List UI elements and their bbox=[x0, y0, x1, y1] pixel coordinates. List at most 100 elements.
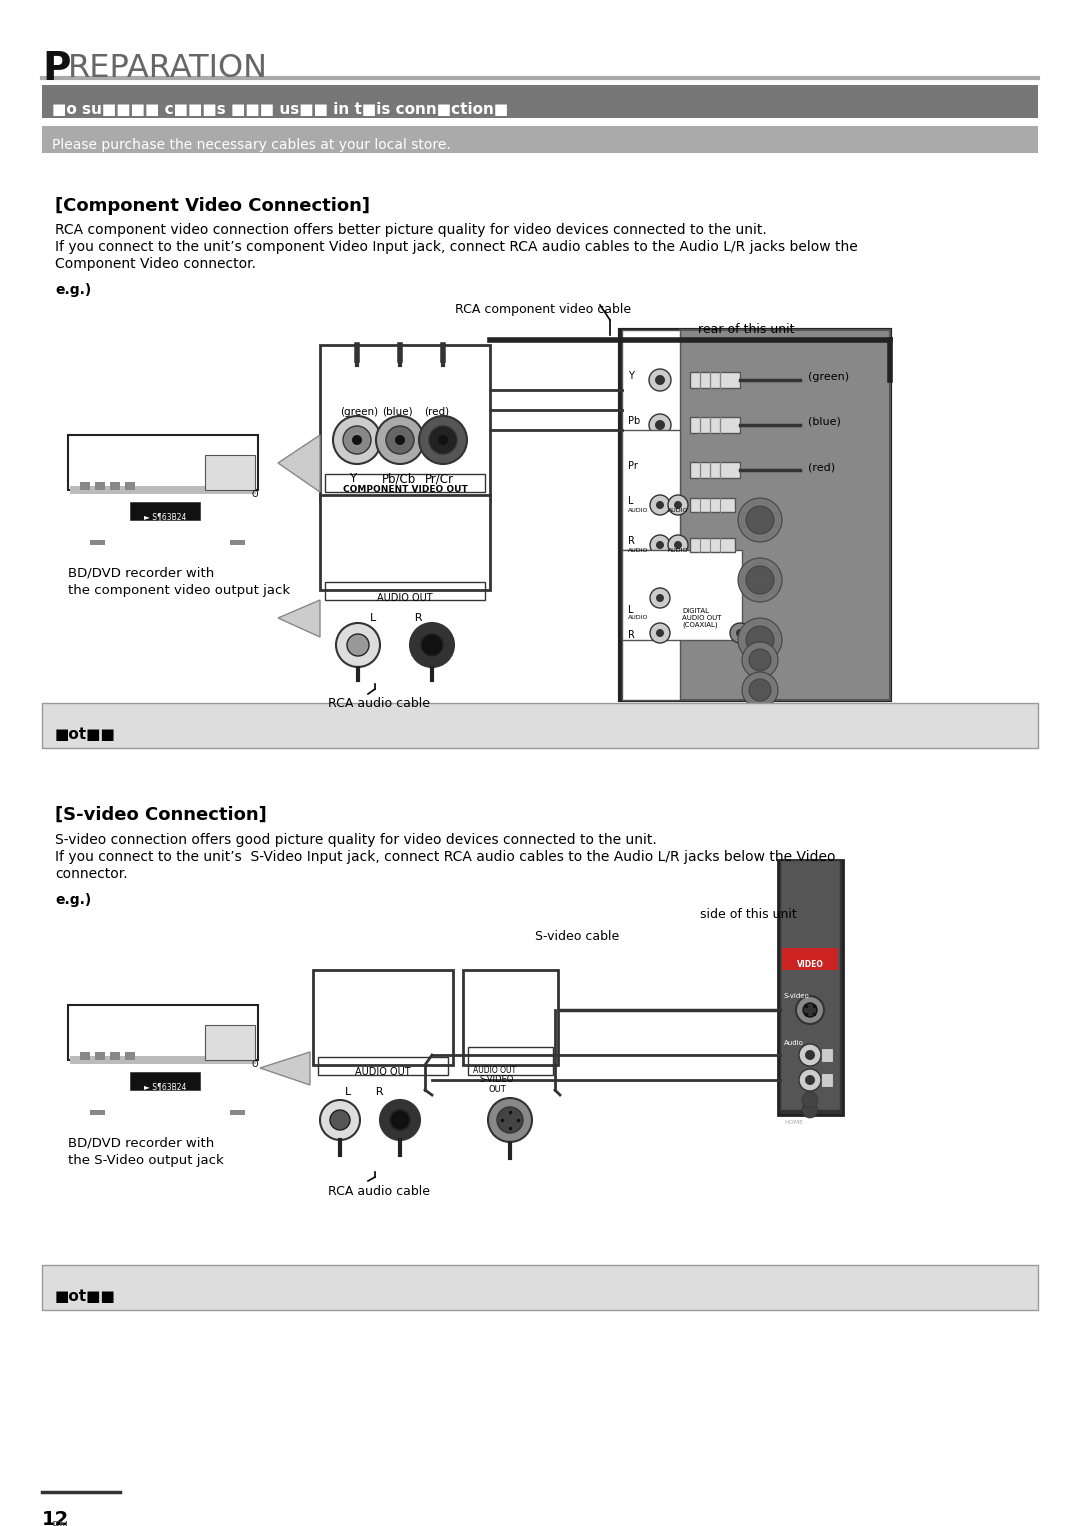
Text: Audio: Audio bbox=[784, 1041, 804, 1045]
Circle shape bbox=[735, 629, 744, 636]
Text: e.g.): e.g.) bbox=[55, 282, 91, 298]
Bar bbox=[95, 1051, 105, 1061]
Circle shape bbox=[650, 494, 670, 514]
Circle shape bbox=[654, 465, 665, 475]
Text: L           R: L R bbox=[370, 613, 422, 623]
Circle shape bbox=[352, 435, 362, 446]
Text: ► S¶63B24: ► S¶63B24 bbox=[144, 513, 186, 520]
Text: EN: EN bbox=[52, 1520, 69, 1526]
Bar bbox=[821, 1073, 833, 1087]
Circle shape bbox=[656, 542, 664, 549]
Text: Pr: Pr bbox=[627, 461, 638, 472]
Bar bbox=[125, 1051, 135, 1061]
Text: BD/DVD recorder with: BD/DVD recorder with bbox=[68, 1137, 214, 1151]
Text: REPARATION: REPARATION bbox=[68, 53, 268, 84]
Text: [S-video Connection]: [S-video Connection] bbox=[55, 806, 267, 824]
Circle shape bbox=[386, 426, 414, 455]
Circle shape bbox=[654, 375, 665, 385]
Bar bbox=[90, 540, 105, 545]
Circle shape bbox=[674, 542, 681, 549]
Text: RCA audio cable: RCA audio cable bbox=[328, 1186, 430, 1198]
Circle shape bbox=[802, 1102, 818, 1119]
Text: L       R: L R bbox=[345, 1087, 383, 1097]
Text: ■o su■■■■ c■■■s ■■■ us■■ in t■is conn■ction■: ■o su■■■■ c■■■s ■■■ us■■ in t■is conn■ct… bbox=[52, 102, 509, 118]
Circle shape bbox=[804, 1003, 816, 1016]
Bar bbox=[320, 345, 490, 501]
Text: AUDIO OUT: AUDIO OUT bbox=[377, 594, 433, 603]
Text: Y: Y bbox=[627, 371, 634, 382]
Circle shape bbox=[410, 623, 454, 667]
Circle shape bbox=[488, 1099, 532, 1141]
Bar bbox=[42, 703, 1038, 748]
Bar bbox=[622, 330, 680, 700]
Bar bbox=[325, 475, 485, 491]
Bar bbox=[622, 549, 742, 639]
Bar bbox=[68, 1006, 258, 1061]
Text: (red): (red) bbox=[808, 462, 835, 472]
Text: (green): (green) bbox=[808, 372, 849, 382]
Circle shape bbox=[380, 1100, 420, 1140]
Bar bbox=[130, 502, 200, 520]
Circle shape bbox=[390, 1109, 410, 1129]
Circle shape bbox=[674, 501, 681, 510]
Bar bbox=[95, 482, 105, 490]
Text: ► S¶63B24: ► S¶63B24 bbox=[144, 1082, 186, 1091]
Circle shape bbox=[738, 559, 782, 601]
Bar bbox=[690, 417, 740, 433]
Text: BD/DVD recorder with: BD/DVD recorder with bbox=[68, 568, 214, 580]
Bar bbox=[782, 948, 838, 971]
Circle shape bbox=[343, 426, 372, 455]
Circle shape bbox=[742, 642, 778, 678]
Bar bbox=[313, 971, 453, 1065]
Polygon shape bbox=[278, 600, 320, 636]
Text: If you connect to the unit’s  S-Video Input jack, connect RCA audio cables to th: If you connect to the unit’s S-Video Inp… bbox=[55, 850, 836, 864]
Bar bbox=[230, 1109, 245, 1116]
Bar bbox=[80, 1051, 90, 1061]
Bar bbox=[778, 861, 843, 1116]
Bar bbox=[70, 485, 256, 494]
Circle shape bbox=[738, 618, 782, 662]
Circle shape bbox=[805, 1074, 815, 1085]
Circle shape bbox=[649, 459, 671, 481]
Circle shape bbox=[654, 420, 665, 430]
Text: (blue): (blue) bbox=[382, 407, 413, 417]
Text: connector.: connector. bbox=[55, 867, 127, 881]
Text: ■ot■■: ■ot■■ bbox=[55, 1289, 116, 1305]
Bar bbox=[821, 1048, 833, 1062]
Circle shape bbox=[320, 1100, 360, 1140]
Text: Pb/Cb: Pb/Cb bbox=[382, 472, 416, 485]
Circle shape bbox=[746, 626, 774, 655]
Bar bbox=[680, 330, 890, 700]
Text: RCA component video connection offers better picture quality for video devices c: RCA component video connection offers be… bbox=[55, 223, 767, 237]
Bar bbox=[325, 581, 485, 600]
Bar bbox=[690, 539, 735, 552]
Text: HOME: HOME bbox=[784, 1120, 804, 1125]
Text: ■ot■■: ■ot■■ bbox=[55, 726, 116, 742]
Bar bbox=[780, 861, 840, 1109]
Circle shape bbox=[650, 536, 670, 555]
Bar bbox=[620, 330, 890, 700]
Text: side of this unit: side of this unit bbox=[700, 908, 797, 922]
Text: S-video connection offers good picture quality for video devices connected to th: S-video connection offers good picture q… bbox=[55, 833, 657, 847]
Bar bbox=[68, 435, 258, 490]
Text: AUDIO OUT: AUDIO OUT bbox=[355, 1067, 410, 1077]
Circle shape bbox=[796, 996, 824, 1024]
Circle shape bbox=[376, 417, 424, 464]
Text: AUDIO: AUDIO bbox=[667, 548, 688, 554]
Circle shape bbox=[656, 501, 664, 510]
Circle shape bbox=[742, 671, 778, 708]
Circle shape bbox=[330, 1109, 350, 1129]
Bar bbox=[690, 462, 740, 478]
Circle shape bbox=[497, 1106, 523, 1132]
Circle shape bbox=[746, 507, 774, 534]
Text: AUDIO: AUDIO bbox=[627, 548, 648, 554]
Circle shape bbox=[799, 1070, 821, 1091]
Circle shape bbox=[429, 426, 457, 455]
Text: Pb: Pb bbox=[627, 417, 640, 426]
Bar bbox=[70, 1056, 256, 1064]
Circle shape bbox=[656, 594, 664, 601]
Bar bbox=[690, 497, 735, 513]
Text: If you connect to the unit’s component Video Input jack, connect RCA audio cable: If you connect to the unit’s component V… bbox=[55, 240, 858, 253]
Circle shape bbox=[438, 435, 448, 446]
Polygon shape bbox=[278, 435, 320, 491]
